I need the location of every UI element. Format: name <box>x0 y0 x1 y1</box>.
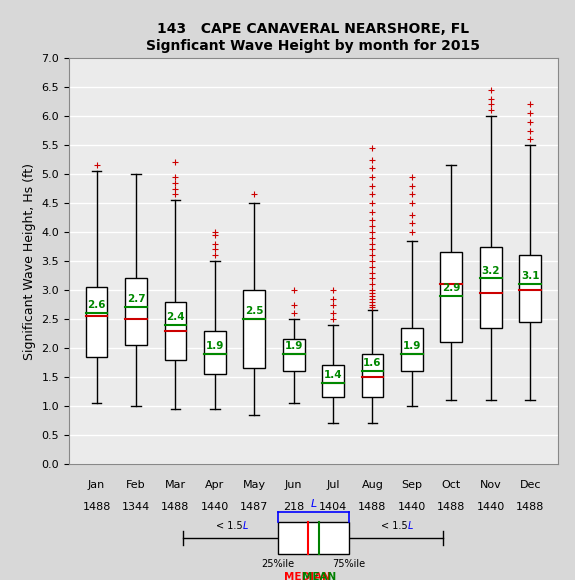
Text: Aug: Aug <box>362 480 384 490</box>
Text: Oct: Oct <box>442 480 461 490</box>
Title: 143   CAPE CANAVERAL NEARSHORE, FL
Signficant Wave Height by month for 2015: 143 CAPE CANAVERAL NEARSHORE, FL Signfic… <box>147 23 480 53</box>
Text: MEDIAN: MEDIAN <box>284 572 331 580</box>
Bar <box>125 278 147 345</box>
Text: 1.9: 1.9 <box>402 341 421 351</box>
Text: Dec: Dec <box>519 480 541 490</box>
Text: 1344: 1344 <box>122 502 150 512</box>
Text: Jun: Jun <box>285 480 302 490</box>
Y-axis label: Significant Wave Height, Hs (ft): Significant Wave Height, Hs (ft) <box>23 162 36 360</box>
Text: L: L <box>408 521 413 531</box>
Bar <box>440 252 462 342</box>
Bar <box>362 354 384 397</box>
Text: 3.2: 3.2 <box>481 266 500 275</box>
Text: 218: 218 <box>283 502 304 512</box>
Text: 2.7: 2.7 <box>126 295 145 304</box>
Text: < 1.5: < 1.5 <box>381 521 411 531</box>
Text: Mar: Mar <box>165 480 186 490</box>
Text: 1488: 1488 <box>161 502 190 512</box>
Text: 1.9: 1.9 <box>285 341 303 351</box>
Text: MEAN: MEAN <box>302 572 336 580</box>
Text: May: May <box>243 480 266 490</box>
Text: 1488: 1488 <box>516 502 545 512</box>
Text: 2.6: 2.6 <box>87 300 106 310</box>
Bar <box>519 255 541 322</box>
Text: 1.9: 1.9 <box>206 341 224 351</box>
Text: < 1.5: < 1.5 <box>216 521 246 531</box>
Bar <box>204 331 225 374</box>
Text: 1.4: 1.4 <box>324 370 342 380</box>
Text: Sep: Sep <box>401 480 423 490</box>
Bar <box>322 365 344 397</box>
Bar <box>243 290 265 368</box>
Bar <box>164 302 186 360</box>
Text: Jan: Jan <box>88 480 105 490</box>
Text: 3.1: 3.1 <box>521 271 539 281</box>
Text: 1488: 1488 <box>358 502 386 512</box>
Text: 2.4: 2.4 <box>166 312 185 322</box>
Text: Apr: Apr <box>205 480 224 490</box>
Text: Nov: Nov <box>480 480 501 490</box>
Bar <box>480 246 501 328</box>
Text: 1.6: 1.6 <box>363 358 382 368</box>
Text: 1488: 1488 <box>437 502 466 512</box>
Text: 75%ile: 75%ile <box>332 559 365 568</box>
Text: Jul: Jul <box>327 480 340 490</box>
Text: 2.5: 2.5 <box>245 306 263 316</box>
Text: 1440: 1440 <box>477 502 505 512</box>
Text: 1487: 1487 <box>240 502 269 512</box>
Text: 1404: 1404 <box>319 502 347 512</box>
Bar <box>283 339 305 371</box>
Text: 25%ile: 25%ile <box>262 559 294 568</box>
Text: 2.9: 2.9 <box>442 283 461 293</box>
Bar <box>86 287 108 357</box>
Text: L: L <box>310 499 316 509</box>
Text: 1488: 1488 <box>82 502 111 512</box>
Text: Feb: Feb <box>126 480 146 490</box>
Text: 1440: 1440 <box>398 502 426 512</box>
Text: L: L <box>242 521 248 531</box>
Bar <box>401 328 423 371</box>
Text: 1440: 1440 <box>201 502 229 512</box>
